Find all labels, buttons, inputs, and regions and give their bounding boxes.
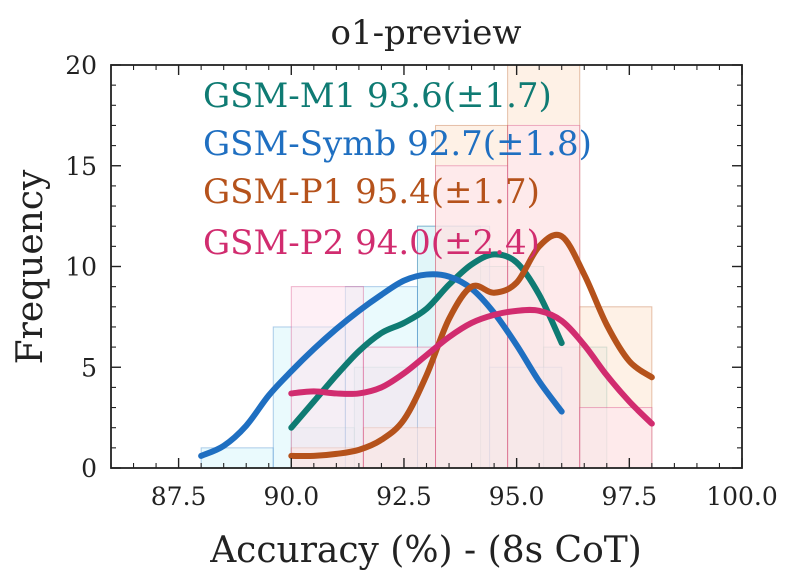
kde-line-gsm-symb <box>198 271 565 459</box>
y-tick-label: 10 <box>65 253 97 282</box>
x-tick-label: 97.5 <box>601 482 657 511</box>
x-tick-label: 100.0 <box>706 482 778 511</box>
x-axis-label: Accuracy (%) - (8s CoT) <box>209 530 642 571</box>
legend-entry-gsm-symb: GSM-Symb 92.7(±1.8) <box>203 124 592 164</box>
y-tick-label: 5 <box>81 353 97 382</box>
kde-curves <box>198 231 655 460</box>
axis-ticks: 87.5 90.0 92.5 95.0 97.5 100.0 0 5 10 15 20 <box>65 51 778 511</box>
legend: GSM-M1 93.6(±1.7) GSM-Symb 92.7(±1.8) GSM-… <box>203 76 592 263</box>
legend-entry-gsm-p1: GSM-P1 95.4(±1.7) <box>203 172 540 212</box>
x-tick-label: 87.5 <box>151 482 207 511</box>
x-tick-label: 92.5 <box>376 482 432 511</box>
bar-gsm-p2-4 <box>579 407 653 469</box>
histogram-bars <box>200 64 653 469</box>
y-tick-label: 15 <box>65 152 97 181</box>
bar-gsm-p2-1 <box>362 346 437 469</box>
x-tick-label: 95.0 <box>489 482 545 511</box>
kde-line-gsm-p2 <box>288 306 655 427</box>
y-tick-label: 0 <box>81 454 97 483</box>
x-tick-label: 90.0 <box>263 482 319 511</box>
kde-line-gsm-m1 <box>288 251 565 431</box>
legend-entry-gsm-m1: GSM-M1 93.6(±1.7) <box>203 76 552 116</box>
chart-title: o1-preview <box>330 13 521 53</box>
legend-entry-gsm-p2: GSM-P2 94.0(±2.4) <box>203 223 540 263</box>
y-axis-label: Frequency <box>10 169 51 364</box>
bar-gsm-p2-3 <box>507 124 581 469</box>
y-tick-label: 20 <box>65 51 97 80</box>
kde-line-gsm-p1 <box>288 231 655 460</box>
